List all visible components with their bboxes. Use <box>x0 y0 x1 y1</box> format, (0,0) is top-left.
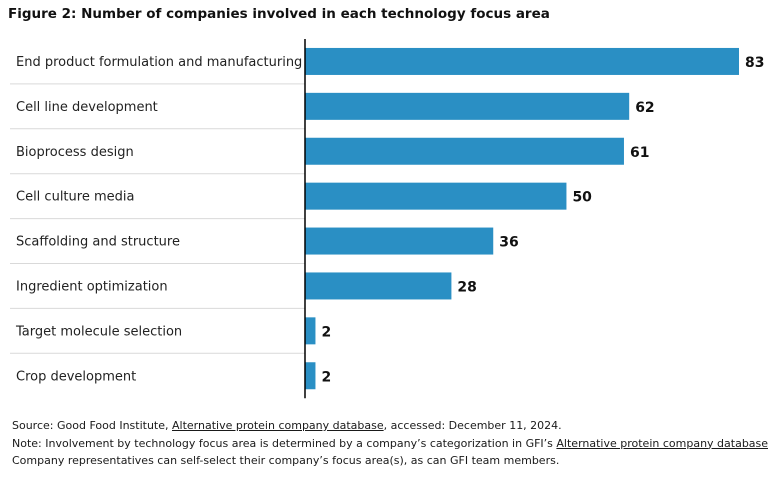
bar <box>305 137 624 165</box>
category-label: End product formulation and manufacturin… <box>16 55 302 70</box>
source-database-link[interactable]: Alternative protein company database <box>172 419 384 432</box>
bar <box>305 47 739 75</box>
data-label: 28 <box>457 279 476 295</box>
category-label: Bioprocess design <box>16 145 134 160</box>
data-label: 2 <box>321 324 331 340</box>
data-label: 2 <box>321 369 331 385</box>
bar-chart: End product formulation and manufacturin… <box>10 39 764 399</box>
source-line: Source: Good Food Institute, Alternative… <box>12 417 768 435</box>
bar <box>305 182 567 210</box>
category-label: Ingredient optimization <box>16 279 168 294</box>
note-line-2: Company representatives can self-select … <box>12 454 560 467</box>
data-label: 83 <box>745 55 764 71</box>
category-label: Scaffolding and structure <box>16 235 180 250</box>
bar <box>305 317 316 345</box>
note-database-link[interactable]: Alternative protein company database <box>556 436 768 450</box>
source-suffix: , accessed: December 11, 2024. <box>383 419 562 432</box>
bar <box>305 272 452 300</box>
category-label: Cell culture media <box>16 190 134 205</box>
note-prefix: Note: Involvement by technology focus ar… <box>12 436 557 450</box>
footer-notes: Source: Good Food Institute, Alternative… <box>12 417 768 470</box>
source-prefix: Source: Good Food Institute, <box>12 419 172 432</box>
category-label: Target molecule selection <box>15 324 182 339</box>
data-label: 36 <box>499 235 518 251</box>
data-label: 50 <box>572 190 592 206</box>
category-label: Cell line development <box>16 100 158 115</box>
data-label: 61 <box>630 145 649 161</box>
data-label: 62 <box>635 100 654 116</box>
bar <box>305 227 494 255</box>
note-line: Note: Involvement by technology focus ar… <box>12 435 768 453</box>
bar <box>305 92 630 120</box>
bar <box>305 362 316 390</box>
chart-title: Figure 2: Number of companies involved i… <box>8 6 550 22</box>
category-label: Crop development <box>16 369 136 384</box>
